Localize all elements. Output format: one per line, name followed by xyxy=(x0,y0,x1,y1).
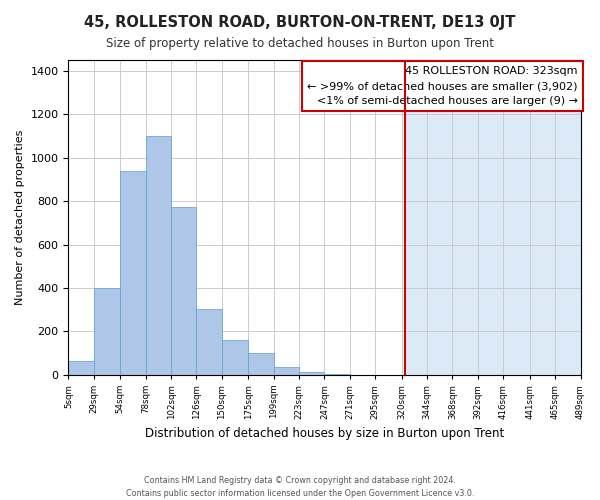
Bar xyxy=(196,308,222,375)
Y-axis label: Number of detached properties: Number of detached properties xyxy=(15,130,25,305)
Text: Size of property relative to detached houses in Burton upon Trent: Size of property relative to detached ho… xyxy=(106,38,494,51)
Bar xyxy=(222,340,248,375)
Bar xyxy=(94,288,120,375)
Bar xyxy=(325,374,350,375)
Bar xyxy=(299,372,325,375)
Bar xyxy=(146,136,171,375)
Bar xyxy=(171,206,196,375)
Bar xyxy=(405,60,580,375)
Text: 45, ROLLESTON ROAD, BURTON-ON-TRENT, DE13 0JT: 45, ROLLESTON ROAD, BURTON-ON-TRENT, DE1… xyxy=(85,15,515,30)
Bar xyxy=(274,367,299,375)
Text: 45 ROLLESTON ROAD: 323sqm
← >99% of detached houses are smaller (3,902)
<1% of s: 45 ROLLESTON ROAD: 323sqm ← >99% of deta… xyxy=(307,66,578,106)
Text: Contains HM Land Registry data © Crown copyright and database right 2024.
Contai: Contains HM Land Registry data © Crown c… xyxy=(126,476,474,498)
X-axis label: Distribution of detached houses by size in Burton upon Trent: Distribution of detached houses by size … xyxy=(145,427,504,440)
Bar xyxy=(248,353,274,375)
Bar xyxy=(120,170,146,375)
Bar xyxy=(68,360,94,375)
